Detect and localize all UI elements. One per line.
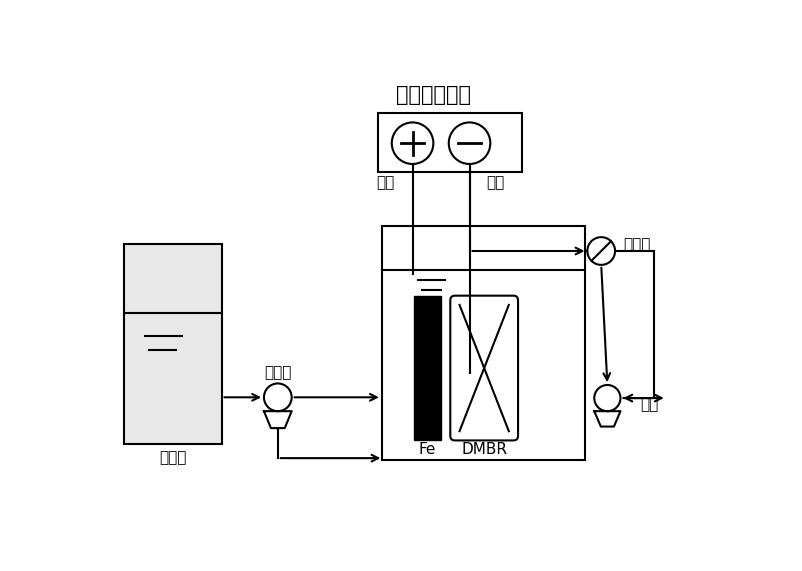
- Circle shape: [587, 237, 615, 265]
- Text: 出水: 出水: [641, 397, 659, 412]
- Bar: [378, 113, 522, 172]
- Text: 进水槽: 进水槽: [159, 451, 186, 465]
- Text: DMBR: DMBR: [461, 442, 507, 457]
- Text: 电化学工作站: 电化学工作站: [396, 86, 471, 106]
- Text: 蟠动泵: 蟠动泵: [264, 365, 291, 380]
- Bar: [414, 296, 441, 440]
- Bar: [382, 226, 585, 460]
- Text: 阳极: 阳极: [376, 175, 395, 190]
- Circle shape: [594, 385, 621, 411]
- FancyBboxPatch shape: [450, 296, 518, 440]
- Text: 压差计: 压差计: [623, 238, 650, 252]
- Circle shape: [264, 384, 292, 411]
- Text: 阴极: 阴极: [486, 175, 504, 190]
- Bar: [124, 244, 221, 444]
- Text: Fe: Fe: [419, 442, 436, 457]
